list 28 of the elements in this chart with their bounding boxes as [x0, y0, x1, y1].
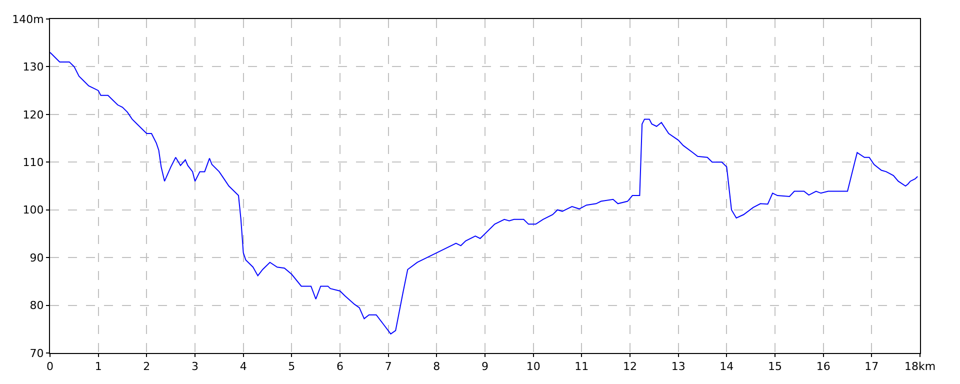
x-tick-label: 1	[94, 360, 102, 374]
y-tick-label: 70	[30, 346, 44, 360]
x-tick-label: 18km	[904, 360, 936, 374]
x-tick-label: 13	[671, 360, 686, 374]
x-tick-label: 16	[816, 360, 830, 374]
y-tick-label: 110	[22, 156, 44, 169]
x-tick-label: 4	[240, 360, 247, 374]
x-tick-label: 10	[526, 360, 540, 374]
x-tick-label: 5	[288, 360, 296, 374]
x-tick-label: 17	[864, 360, 879, 374]
x-tick-label: 15	[768, 360, 782, 374]
x-tick-label: 9	[482, 360, 488, 374]
y-tick-label: 140m	[12, 12, 44, 26]
line-series	[50, 52, 918, 334]
x-tick-label: 11	[574, 360, 589, 374]
y-tick-label: 80	[30, 299, 44, 312]
x-tick-label: 6	[336, 360, 344, 374]
x-tick-label: 8	[433, 360, 440, 374]
y-tick-label: 100	[22, 204, 44, 217]
y-tick-label: 120	[22, 108, 44, 122]
x-tick-label: 7	[384, 360, 392, 374]
x-tick-label: 14	[720, 360, 734, 374]
y-tick-label: 130	[22, 60, 44, 74]
x-tick-label: 12	[623, 360, 637, 374]
x-tick-label: 2	[143, 360, 150, 374]
x-tick-label: 3	[192, 360, 198, 374]
x-tick-label: 0	[46, 360, 54, 374]
y-tick-label: 90	[30, 251, 44, 264]
